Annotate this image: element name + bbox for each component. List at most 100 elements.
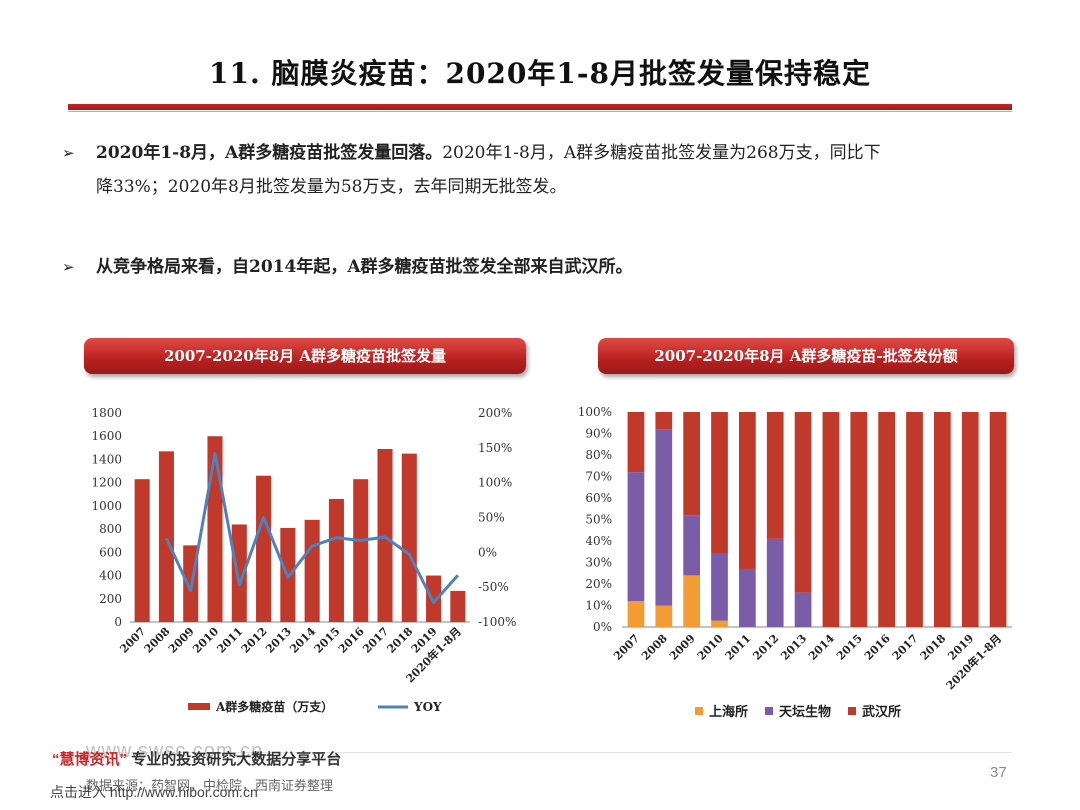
y-tick-left: 1800 bbox=[91, 406, 122, 420]
bar-volume bbox=[304, 519, 320, 622]
y-tick: 70% bbox=[585, 470, 612, 484]
x-tick-label: 2010 bbox=[190, 625, 221, 656]
footer-slogan: 专业的投资研究大数据分享平台 bbox=[131, 751, 342, 768]
y-tick: 100% bbox=[578, 405, 612, 419]
x-tick-label: 2018 bbox=[918, 632, 949, 663]
x-tick-label: 2016 bbox=[336, 625, 367, 656]
y-tick-right: 50% bbox=[478, 511, 505, 525]
y-tick: 60% bbox=[585, 491, 612, 505]
bar-share-武汉所 bbox=[906, 412, 923, 627]
x-tick-label: 2011 bbox=[215, 625, 246, 656]
bar-share-天坛生物 bbox=[739, 568, 756, 627]
page-title: 11. 脑膜炎疫苗：2020年1-8月批签发量保持稳定 bbox=[209, 57, 871, 90]
bar-share-上海所 bbox=[627, 601, 645, 627]
x-tick-label: 2018 bbox=[385, 625, 416, 656]
bar-share-武汉所 bbox=[878, 412, 895, 627]
bar-share-天坛生物 bbox=[711, 553, 728, 621]
bar-volume bbox=[328, 498, 344, 622]
footer-enter-link[interactable]: 点击进入 http://www.hibor.com.cn bbox=[50, 782, 258, 802]
bar-share-天坛生物 bbox=[683, 515, 700, 576]
y-tick-left: 600 bbox=[99, 545, 122, 559]
chart2-title: 2007-2020年8月 A群多糖疫苗-批签发份额 bbox=[598, 338, 1014, 374]
bar-share-武汉所 bbox=[822, 412, 840, 627]
bar-volume bbox=[207, 436, 223, 622]
bar-share-武汉所 bbox=[711, 412, 728, 554]
bar-volume bbox=[401, 453, 417, 622]
y-tick: 20% bbox=[585, 577, 612, 591]
footer-enter-url: http://www.hibor.com.cn bbox=[109, 784, 258, 800]
y-tick-right: 0% bbox=[478, 545, 497, 559]
y-tick: 90% bbox=[585, 427, 612, 441]
bar-share-武汉所 bbox=[766, 412, 784, 539]
bar-share-武汉所 bbox=[961, 412, 979, 627]
footer-source: 数据来源：药智网，中检院，西南证券整理 bbox=[86, 778, 334, 793]
arrow-bullet-icon: ➢ bbox=[62, 144, 75, 162]
x-tick-label: 2014 bbox=[806, 632, 837, 663]
y-tick: 40% bbox=[585, 534, 612, 548]
y-tick-right: 100% bbox=[478, 476, 512, 490]
footer-brand-name: 慧博资讯 bbox=[59, 751, 120, 768]
bar-volume bbox=[426, 575, 442, 622]
y-tick-left: 200 bbox=[99, 592, 122, 606]
bar-share-武汉所 bbox=[934, 412, 951, 627]
chart-volume: 0 200 400 600 800 1000 1200 1400 1600 1800 -100% -5… bbox=[91, 406, 516, 714]
x-tick-label: 2010 bbox=[695, 632, 726, 663]
legend-label: 武汉所 bbox=[862, 704, 901, 720]
x-tick-label: 2008 bbox=[639, 632, 670, 663]
line-yoy bbox=[165, 451, 460, 604]
x-tick-label: 2015 bbox=[312, 625, 343, 656]
bar-share-武汉所 bbox=[794, 412, 812, 593]
bar-share-天坛生物 bbox=[655, 429, 673, 606]
chart-share: 0%10%20%30%40%50%60%70%80%90%100%2007200… bbox=[578, 405, 1012, 720]
y-tick-left: 800 bbox=[99, 522, 122, 536]
x-tick-label: 2007 bbox=[611, 632, 642, 663]
y-tick-right: -100% bbox=[478, 615, 516, 629]
bar-volume bbox=[377, 448, 393, 622]
bar-share-天坛生物 bbox=[766, 538, 784, 627]
x-tick-label: 2017 bbox=[360, 625, 391, 656]
y-tick: 50% bbox=[585, 513, 612, 527]
y-tick-right: 200% bbox=[478, 406, 512, 420]
footer-brand: “慧博资讯” 专业的投资研究大数据分享平台 bbox=[52, 748, 341, 769]
x-tick-label: 2009 bbox=[166, 625, 197, 656]
y-tick: 80% bbox=[585, 448, 612, 462]
bar-volume bbox=[158, 451, 174, 622]
bullet-1-bold: 2020年1-8月，A群多糖疫苗批签发量回落。 bbox=[96, 143, 443, 163]
y-tick: 0% bbox=[593, 620, 612, 634]
bar-share-武汉所 bbox=[989, 412, 1007, 627]
legend-swatch bbox=[695, 707, 703, 715]
y-tick-right: -50% bbox=[478, 580, 509, 594]
legend-swatch-bar bbox=[188, 703, 210, 710]
bar-share-武汉所 bbox=[739, 412, 756, 569]
legend-swatch bbox=[765, 707, 773, 715]
bar-share-天坛生物 bbox=[627, 472, 645, 602]
x-tick-label: 2013 bbox=[778, 632, 809, 663]
bullet-1: ➢ 2020年1-8月，A群多糖疫苗批签发量回落。2020年1-8月，A群多糖疫… bbox=[62, 136, 1022, 204]
x-tick-label: 2013 bbox=[263, 625, 294, 656]
bar-share-武汉所 bbox=[850, 412, 868, 627]
x-tick-label: 2014 bbox=[287, 625, 318, 656]
bar-share-上海所 bbox=[711, 620, 728, 627]
x-tick-label: 2017 bbox=[890, 632, 921, 663]
y-tick: 10% bbox=[585, 599, 612, 613]
legend-label: 天坛生物 bbox=[779, 704, 831, 720]
x-tick-label: 2012 bbox=[239, 625, 270, 656]
bullet-1-text-line1: 2020年1-8月，A群多糖疫苗批签发量为268万支，同比下 bbox=[442, 143, 881, 163]
legend-label: 上海所 bbox=[709, 704, 748, 720]
x-tick-label: 2008 bbox=[142, 625, 173, 656]
bar-share-武汉所 bbox=[683, 412, 700, 516]
x-tick-label: 2015 bbox=[834, 632, 865, 663]
y-tick-right: 150% bbox=[478, 441, 512, 455]
legend-label-bar: A群多糖疫苗（万支） bbox=[215, 699, 333, 714]
bar-share-上海所 bbox=[655, 605, 673, 627]
bar-volume bbox=[450, 590, 466, 622]
y-tick-left: 1000 bbox=[91, 499, 122, 513]
y-tick-left: 1600 bbox=[91, 429, 122, 443]
bullet-2: ➢ 从竞争格局来看，自2014年起，A群多糖疫苗批签发全部来自武汉所。 bbox=[62, 250, 1022, 284]
arrow-bullet-icon: ➢ bbox=[62, 258, 75, 276]
bar-volume bbox=[134, 479, 150, 622]
chart1-title: 2007-2020年8月 A群多糖疫苗批签发量 bbox=[84, 338, 526, 374]
footer-quote-open: “ bbox=[52, 751, 60, 768]
bar-volume bbox=[256, 475, 272, 622]
footer-divider bbox=[68, 752, 1012, 753]
